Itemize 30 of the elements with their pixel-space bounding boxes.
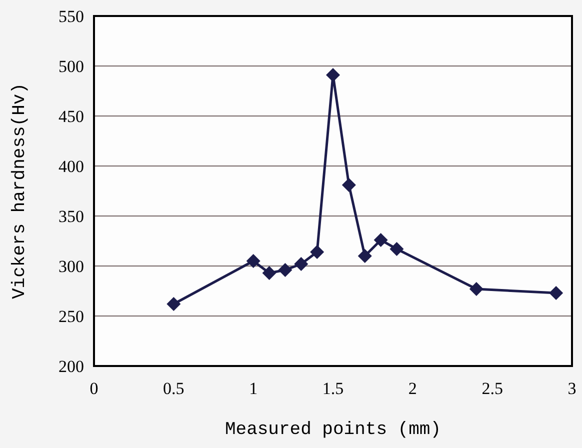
point [469, 282, 484, 296]
y-tick-label: 200 [58, 356, 84, 376]
point [294, 257, 308, 271]
point [374, 233, 388, 247]
x-tick-label: 1.5 [322, 379, 344, 398]
point [278, 263, 292, 277]
y-tick-label: 400 [58, 156, 84, 176]
x-tick-label: 0 [90, 379, 98, 398]
y-tick-label: 350 [58, 206, 84, 226]
x-tick-label: 3 [568, 379, 576, 398]
x-tick-label: 0.5 [163, 379, 184, 398]
y-tick-label: 250 [58, 306, 84, 326]
y-axis-title: Vickers hardness(Hv) [10, 82, 30, 300]
y-tick-label: 300 [58, 256, 84, 276]
x-tick-label: 2 [408, 379, 417, 398]
point [246, 254, 260, 268]
point [262, 266, 276, 280]
point [326, 68, 340, 82]
y-tick-label: 500 [58, 56, 84, 76]
point [310, 245, 324, 259]
x-tick-label: 2.5 [482, 379, 503, 398]
point [549, 286, 564, 300]
point [166, 297, 181, 311]
point [358, 249, 372, 263]
point [342, 178, 356, 192]
x-axis-title: Measured points (mm) [224, 420, 442, 440]
point [390, 242, 404, 256]
y-tick-label: 450 [58, 106, 84, 126]
y-tick-label: 550 [58, 6, 84, 26]
x-tick-label: 1 [249, 379, 258, 398]
